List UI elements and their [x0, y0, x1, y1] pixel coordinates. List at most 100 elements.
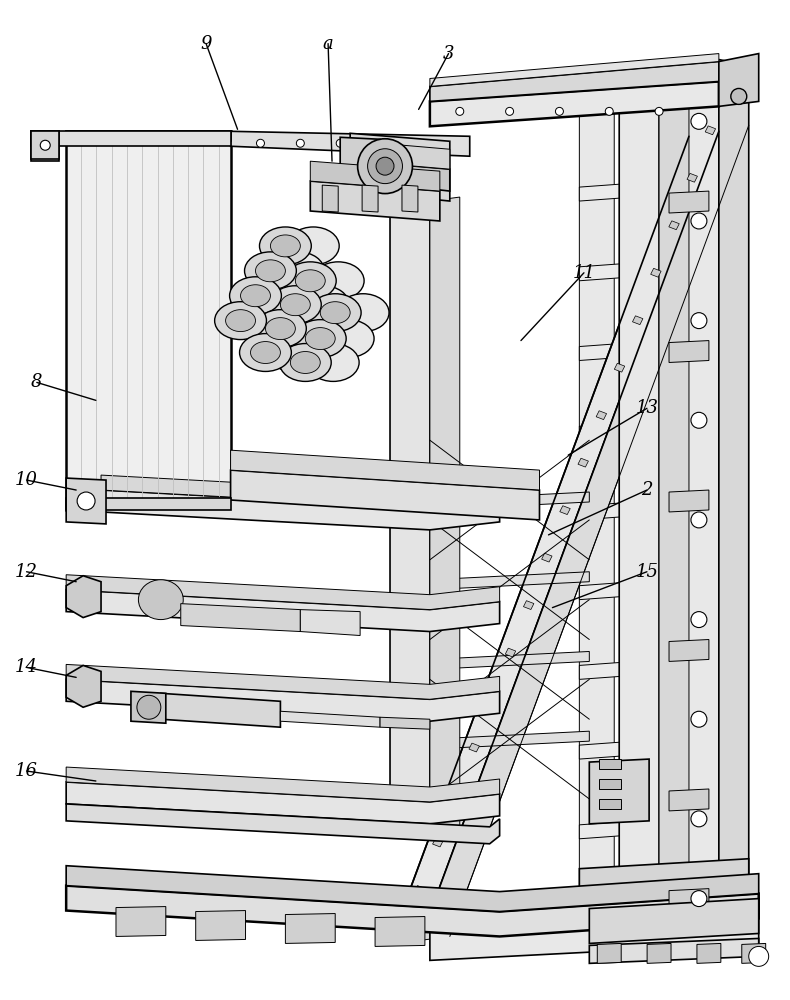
- Circle shape: [137, 695, 161, 719]
- Polygon shape: [380, 143, 450, 169]
- Polygon shape: [469, 743, 480, 752]
- Ellipse shape: [312, 262, 364, 300]
- Circle shape: [337, 139, 344, 147]
- Ellipse shape: [367, 149, 402, 184]
- Polygon shape: [131, 691, 166, 723]
- Polygon shape: [669, 640, 709, 661]
- Polygon shape: [402, 185, 418, 212]
- Ellipse shape: [295, 320, 346, 358]
- Polygon shape: [579, 578, 689, 600]
- Polygon shape: [181, 604, 300, 632]
- Ellipse shape: [138, 580, 183, 620]
- Polygon shape: [579, 657, 689, 679]
- Circle shape: [296, 139, 304, 147]
- Polygon shape: [430, 492, 589, 510]
- Polygon shape: [340, 137, 380, 193]
- Polygon shape: [615, 363, 625, 372]
- Circle shape: [40, 140, 51, 150]
- Text: 16: 16: [15, 762, 38, 780]
- Polygon shape: [647, 943, 671, 963]
- Polygon shape: [430, 54, 719, 86]
- Circle shape: [376, 139, 384, 147]
- Text: 10: 10: [15, 471, 38, 489]
- Text: 13: 13: [635, 399, 658, 417]
- Ellipse shape: [255, 260, 285, 282]
- Polygon shape: [66, 665, 101, 707]
- Circle shape: [691, 213, 707, 229]
- Polygon shape: [579, 817, 689, 839]
- Polygon shape: [669, 191, 709, 213]
- Polygon shape: [579, 737, 689, 759]
- Polygon shape: [430, 731, 589, 749]
- Polygon shape: [362, 185, 378, 212]
- Ellipse shape: [320, 302, 350, 324]
- Polygon shape: [310, 161, 440, 191]
- Text: 2: 2: [641, 481, 653, 499]
- Polygon shape: [679, 936, 749, 948]
- Circle shape: [506, 107, 514, 115]
- Polygon shape: [32, 131, 231, 146]
- Polygon shape: [430, 197, 460, 831]
- Ellipse shape: [268, 334, 319, 371]
- Polygon shape: [66, 576, 101, 618]
- Text: a: a: [322, 35, 333, 53]
- Polygon shape: [578, 458, 589, 467]
- Ellipse shape: [288, 227, 339, 265]
- Ellipse shape: [270, 235, 300, 257]
- Polygon shape: [66, 131, 231, 510]
- Polygon shape: [390, 199, 430, 831]
- Polygon shape: [596, 411, 607, 420]
- Polygon shape: [231, 470, 540, 520]
- Ellipse shape: [295, 270, 325, 292]
- Polygon shape: [679, 60, 749, 74]
- Circle shape: [77, 492, 95, 510]
- Polygon shape: [506, 648, 516, 657]
- Polygon shape: [66, 767, 499, 802]
- Polygon shape: [719, 54, 758, 106]
- Ellipse shape: [297, 286, 349, 324]
- Ellipse shape: [282, 310, 334, 348]
- Circle shape: [691, 412, 707, 428]
- Ellipse shape: [273, 252, 324, 290]
- Polygon shape: [669, 221, 679, 230]
- Polygon shape: [719, 66, 749, 946]
- Bar: [600, 779, 621, 789]
- Polygon shape: [669, 789, 709, 811]
- Ellipse shape: [291, 352, 320, 373]
- Polygon shape: [101, 475, 499, 508]
- Circle shape: [655, 107, 663, 115]
- Ellipse shape: [376, 157, 394, 175]
- Polygon shape: [420, 125, 749, 940]
- Text: 14: 14: [15, 658, 38, 676]
- Polygon shape: [487, 696, 498, 704]
- Circle shape: [605, 107, 613, 115]
- Ellipse shape: [305, 328, 335, 350]
- Polygon shape: [66, 590, 499, 632]
- Polygon shape: [161, 693, 280, 727]
- Text: 9: 9: [201, 35, 212, 53]
- Ellipse shape: [226, 310, 255, 332]
- Polygon shape: [579, 259, 689, 281]
- Polygon shape: [705, 126, 716, 135]
- Circle shape: [691, 313, 707, 329]
- Polygon shape: [589, 899, 758, 943]
- Bar: [600, 759, 621, 769]
- Ellipse shape: [358, 139, 412, 194]
- Polygon shape: [579, 859, 749, 899]
- Circle shape: [691, 811, 707, 827]
- Text: 12: 12: [15, 563, 38, 581]
- Polygon shape: [285, 914, 335, 943]
- Polygon shape: [32, 131, 59, 161]
- Ellipse shape: [250, 342, 280, 363]
- Polygon shape: [619, 91, 659, 940]
- Polygon shape: [196, 911, 246, 940]
- Polygon shape: [679, 72, 719, 948]
- Ellipse shape: [280, 294, 310, 316]
- Polygon shape: [579, 339, 689, 360]
- Polygon shape: [597, 943, 621, 963]
- Polygon shape: [66, 866, 758, 912]
- Polygon shape: [669, 490, 709, 512]
- Circle shape: [416, 139, 424, 147]
- Ellipse shape: [259, 227, 311, 265]
- Polygon shape: [579, 498, 689, 520]
